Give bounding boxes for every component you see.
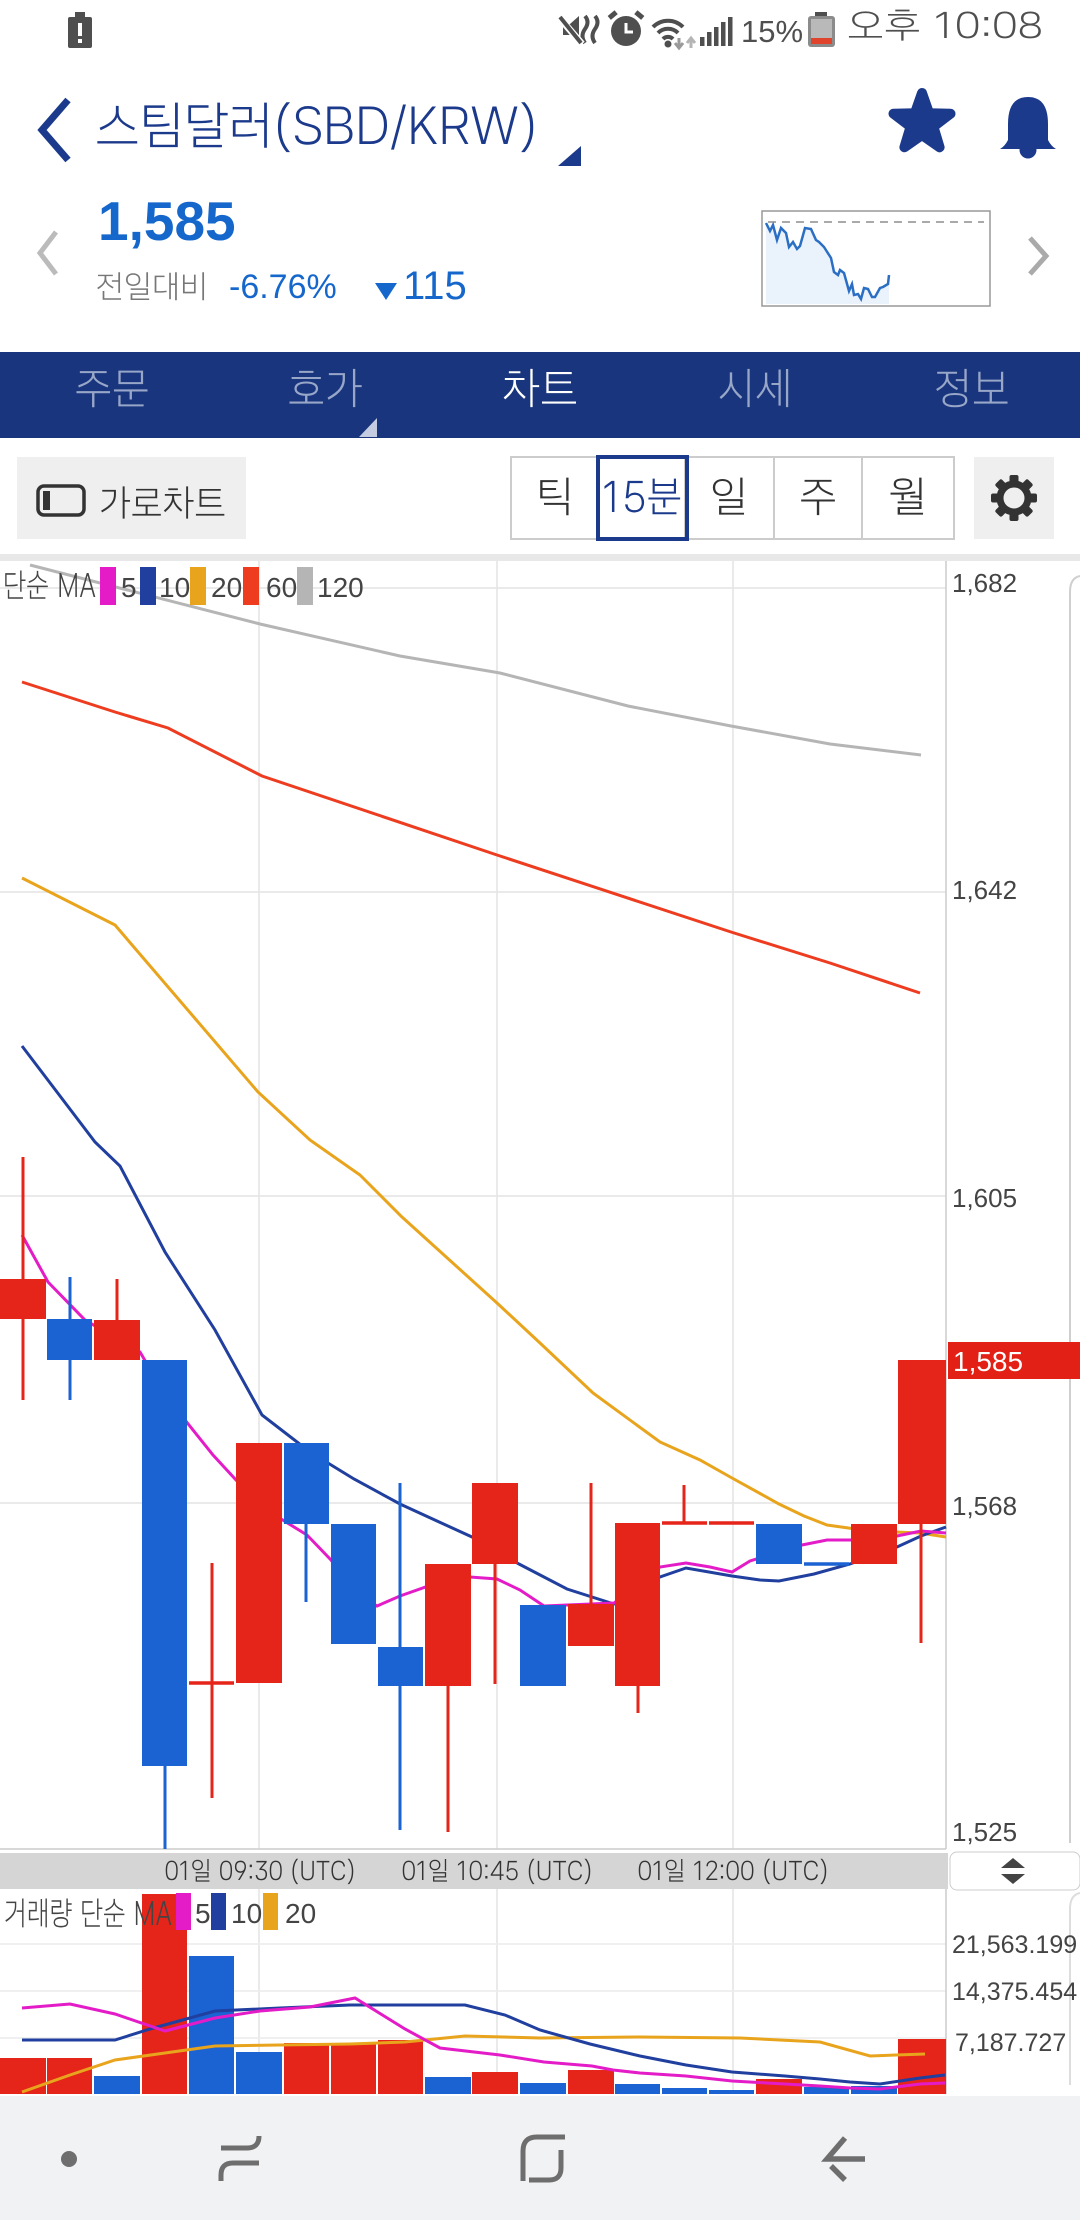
svg-text:20: 20 xyxy=(285,1898,316,1929)
svg-text:5: 5 xyxy=(195,1898,211,1929)
svg-text:20: 20 xyxy=(211,572,242,603)
svg-text:1,585: 1,585 xyxy=(98,190,236,252)
svg-text:1,682: 1,682 xyxy=(952,568,1017,598)
svg-text:1,568: 1,568 xyxy=(952,1491,1017,1521)
svg-text:1,642: 1,642 xyxy=(952,875,1017,905)
svg-text:115: 115 xyxy=(403,264,467,308)
svg-text:10: 10 xyxy=(159,572,190,603)
svg-text:21,563.199: 21,563.199 xyxy=(952,1931,1077,1959)
svg-text:-6.76%: -6.76% xyxy=(229,268,337,306)
svg-text:15%: 15% xyxy=(741,14,803,49)
svg-text:7,187.727: 7,187.727 xyxy=(955,2029,1066,2057)
svg-text:1,585: 1,585 xyxy=(953,1346,1023,1377)
svg-text:60: 60 xyxy=(266,572,297,603)
svg-text:120: 120 xyxy=(317,572,364,603)
svg-text:10: 10 xyxy=(231,1898,262,1929)
svg-text:1,605: 1,605 xyxy=(952,1183,1017,1213)
svg-text:14,375.454: 14,375.454 xyxy=(952,1978,1077,2006)
svg-text:1,525: 1,525 xyxy=(952,1817,1017,1847)
svg-text:5: 5 xyxy=(121,572,137,603)
